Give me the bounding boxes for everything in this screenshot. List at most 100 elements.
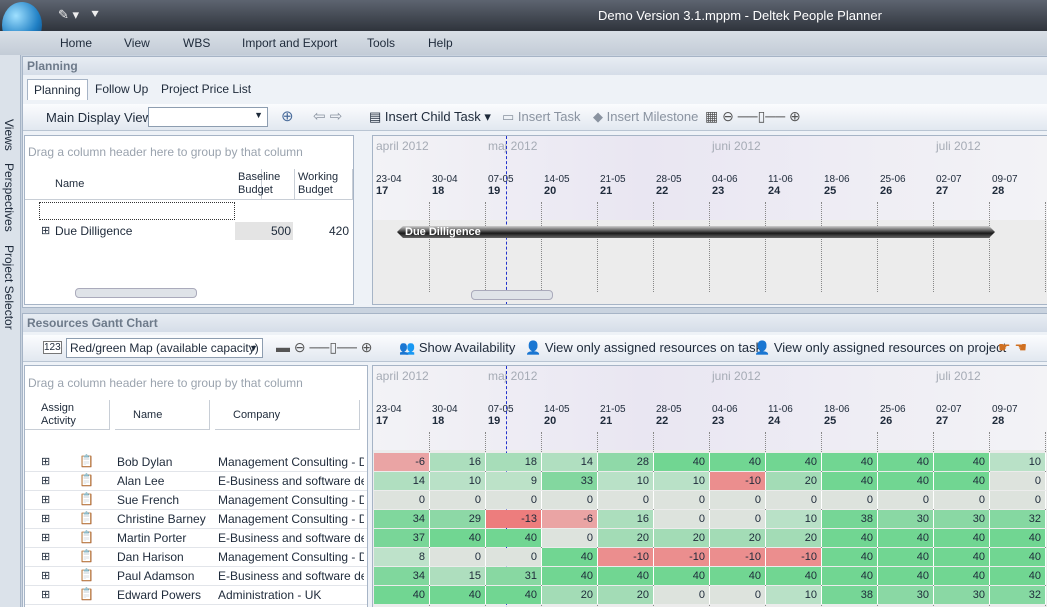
map-dropdown[interactable]: Red/green Map (available capacity) ▼ — [66, 338, 263, 358]
capacity-cell: 40 — [878, 529, 934, 547]
week-separator — [709, 202, 710, 292]
column-header[interactable]: Baseline Budget — [235, 169, 295, 200]
capacity-cell: 32 — [990, 510, 1046, 528]
assign-icon[interactable]: 📋 — [79, 454, 94, 468]
expand-toggle[interactable]: ⊞ — [41, 456, 51, 468]
expand-toggle[interactable]: ⊞ — [41, 532, 51, 544]
capacity-cell: 40 — [822, 472, 878, 490]
assign-icon[interactable]: 📋 — [79, 568, 94, 582]
week-date: 30-04 — [432, 174, 458, 185]
side-tab[interactable]: Project Selector — [2, 245, 16, 330]
menu-item[interactable]: View — [124, 36, 150, 50]
assign-icon[interactable]: 📋 — [79, 549, 94, 563]
button-label: Insert Milestone — [606, 109, 699, 124]
menu-item[interactable]: Tools — [367, 36, 396, 50]
column-header[interactable]: Working Budget — [295, 169, 353, 200]
add-button[interactable]: ⊕ — [281, 108, 294, 125]
company: Management Consulting - DK — [218, 512, 364, 526]
month-label: april 2012 — [376, 369, 429, 383]
week-date: 25-06 — [880, 174, 906, 185]
expand-toggle[interactable]: ⊞ — [41, 475, 51, 487]
hand-buttons[interactable]: ☛ ☚ — [998, 339, 1027, 355]
task-gantt: april 2012 maj 2012 juni 2012 juli 2012 23-0… — [372, 135, 1047, 305]
capacity-cell: 40 — [934, 567, 990, 585]
expand-toggle[interactable]: ⊞ — [41, 570, 51, 582]
capacity-cell: 40 — [878, 472, 934, 490]
expand-toggle[interactable]: ⊞ — [41, 513, 51, 525]
company: E-Business and software deve — [218, 569, 364, 583]
expand-toggle[interactable]: ⊞ — [41, 551, 51, 563]
capacity-cell: -6 — [374, 453, 430, 471]
expand-toggle[interactable]: ⊞ — [41, 225, 51, 237]
zoom-slider[interactable]: ▦ ⊖ ──▯── ⊕ — [705, 108, 801, 124]
week-number: 27 — [936, 415, 949, 427]
side-tab[interactable]: Views — [2, 119, 16, 151]
display-view-dropdown[interactable]: ▼ — [148, 107, 268, 127]
capacity-cell: 34 — [374, 510, 430, 528]
capacity-cell: 0 — [654, 491, 710, 509]
capacity-cell: 38 — [822, 510, 878, 528]
week-number: 28 — [992, 185, 1005, 197]
month-label: juli 2012 — [936, 369, 981, 383]
expand-toggle[interactable]: ⊞ — [41, 494, 51, 506]
week-date: 09-07 — [992, 174, 1018, 185]
view-task[interactable]: 👤 View only assigned resources on task — [525, 340, 763, 355]
month-label: juni 2012 — [712, 139, 761, 153]
column-header[interactable]: Assign Activity — [25, 400, 110, 430]
capacity-cell: 16 — [598, 510, 654, 528]
menu-item[interactable]: WBS — [183, 36, 211, 50]
insert-child-task[interactable]: ▤ Insert Child Task ▾ — [369, 109, 491, 124]
view-project[interactable]: 👤 View only assigned resources on projec… — [754, 340, 1007, 355]
tab[interactable]: Follow Up — [95, 82, 149, 96]
resource-name: Alan Lee — [117, 474, 165, 488]
company: E-Business and software deve — [218, 531, 364, 545]
week-date: 07-05 — [488, 404, 514, 415]
menu-item[interactable]: Help — [428, 36, 453, 50]
icon: 123 — [43, 341, 62, 354]
capacity-cell: 40 — [374, 586, 430, 604]
show-availability[interactable]: 👥 Show Availability — [399, 340, 516, 355]
scrollbar[interactable] — [75, 288, 197, 298]
capacity-cell: 40 — [486, 586, 542, 604]
capacity-cell: 30 — [934, 510, 990, 528]
column-header[interactable]: Company — [215, 400, 360, 430]
assign-icon[interactable]: 📋 — [79, 511, 94, 525]
resource-gantt: april 2012 maj 2012 juni 2012 juli 2012 23-0… — [372, 365, 1047, 607]
insert-task[interactable]: ▭ Insert Task — [502, 109, 581, 124]
capacity-cell: 0 — [374, 491, 430, 509]
capacity-cell: 29 — [430, 510, 486, 528]
capacity-cell: 30 — [878, 510, 934, 528]
menu-item[interactable]: Import and Export — [242, 36, 338, 50]
capacity-cell: 33 — [542, 472, 598, 490]
side-tab[interactable]: Perspectives — [2, 163, 16, 232]
quick-access[interactable]: ✎ ▾ ⯆ — [58, 7, 101, 22]
week-date: 04-06 — [712, 404, 738, 415]
week-separator — [821, 202, 822, 292]
company: Management Consulting - DK — [218, 455, 364, 469]
week-date: 14-05 — [544, 404, 570, 415]
column-header[interactable]: Name — [25, 169, 262, 200]
menu-item[interactable]: Home — [60, 36, 93, 50]
assign-icon[interactable]: 📋 — [79, 492, 94, 506]
assign-icon[interactable]: 📋 — [79, 587, 94, 601]
resource-name: Christine Barney — [117, 512, 206, 526]
capacity-cell: 20 — [654, 529, 710, 547]
capacity-cell: 40 — [766, 567, 822, 585]
arrows[interactable]: ⇦ ⇨ — [313, 108, 343, 125]
tab[interactable]: Project Price List — [161, 82, 252, 96]
insert-milestone[interactable]: ◆ Insert Milestone — [593, 109, 699, 124]
assign-icon[interactable]: 📋 — [79, 530, 94, 544]
zoom-slider[interactable]: ▬ ⊖ ──▯── ⊕ — [276, 339, 373, 355]
expand-toggle[interactable]: ⊞ — [41, 589, 51, 601]
capacity-cell: 40 — [934, 548, 990, 566]
capacity-cell: -10 — [654, 548, 710, 566]
filter-row[interactable] — [39, 202, 235, 220]
tab[interactable]: Planning — [27, 79, 88, 100]
resource-name: Sue French — [117, 493, 180, 507]
capacity-cell: -13 — [486, 510, 542, 528]
column-header[interactable]: Name — [115, 400, 210, 430]
capacity-cell: 40 — [822, 529, 878, 547]
assign-icon[interactable]: 📋 — [79, 473, 94, 487]
task-bar — [397, 226, 995, 238]
scrollbar[interactable] — [471, 290, 553, 300]
